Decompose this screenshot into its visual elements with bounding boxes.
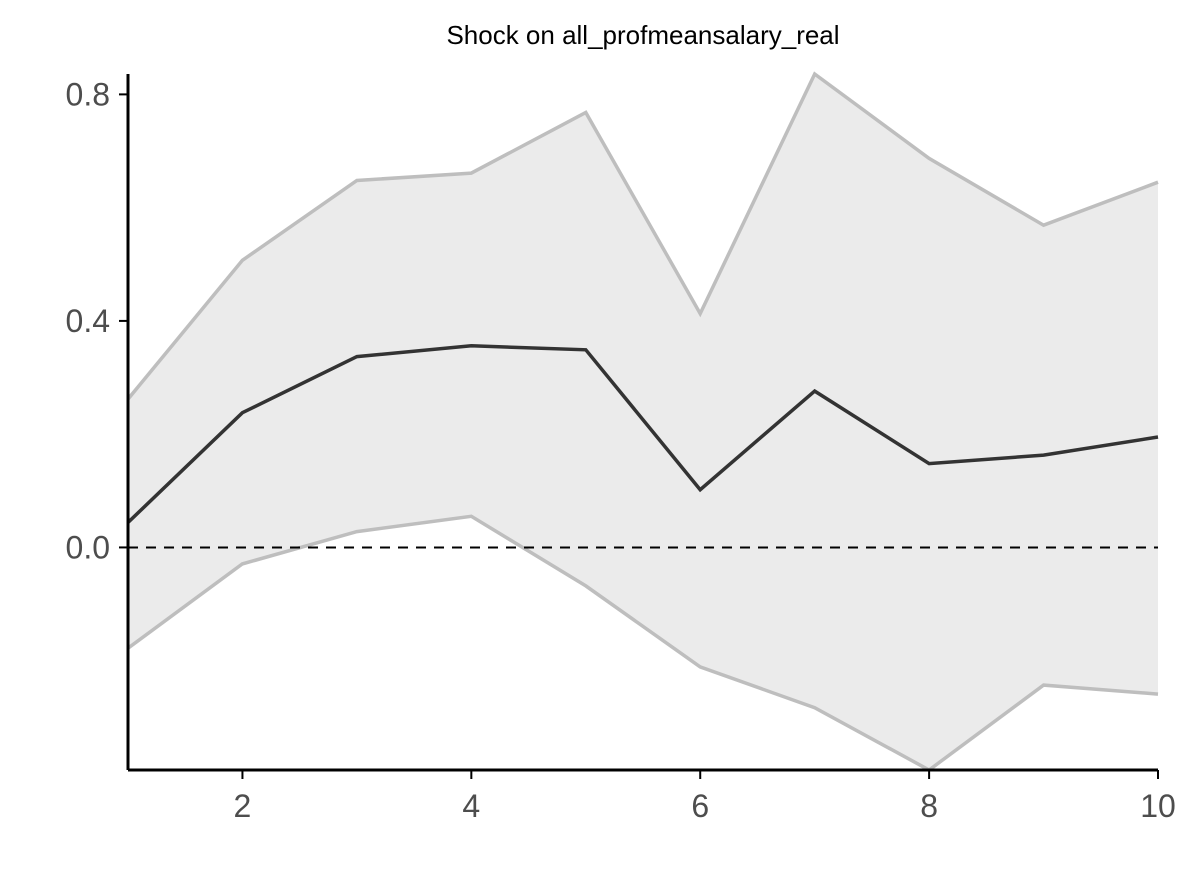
x-tick-label: 2 [234, 788, 252, 824]
upper-bound-line [126, 71, 1159, 401]
response-line [126, 344, 1159, 524]
x-tick-label: 8 [920, 788, 938, 824]
x-tick-label: 4 [462, 788, 480, 824]
y-tick-label: 0.0 [66, 529, 110, 565]
x-tick-label: 6 [691, 788, 709, 824]
plot-area: 2 4 6 8 10 0.0 0.4 0.8 [66, 71, 1176, 824]
chart-title: Shock on all_profmeansalary_real [446, 20, 839, 50]
y-tick-label: 0.4 [66, 303, 110, 339]
x-tick-label: 10 [1140, 788, 1176, 824]
y-tick-label: 0.8 [66, 76, 110, 112]
